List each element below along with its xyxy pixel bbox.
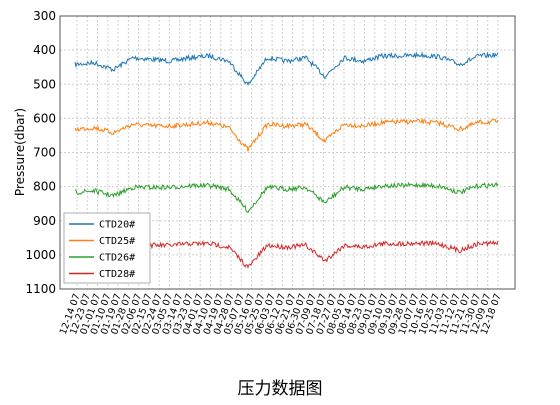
series-line-ctd25 [74, 117, 499, 152]
y-tick-label: 600 [33, 111, 56, 125]
legend-entry: CTD20# [99, 220, 135, 231]
figure-caption: 压力数据图 [237, 379, 323, 399]
legend-entry: CTD28# [99, 269, 135, 280]
legend-entry: CTD25# [99, 236, 135, 247]
series-line-ctd26 [74, 181, 499, 214]
y-tick-label: 1000 [25, 248, 56, 262]
y-tick-label: 800 [33, 180, 56, 194]
y-tick-label: 900 [33, 214, 56, 228]
y-axis-label: Pressure(dbar) [13, 108, 27, 196]
legend-entry: CTD26# [99, 253, 135, 264]
y-tick-labels: 300 400 500 600 700 800 900 1000 1100 [25, 9, 56, 296]
y-tick-label: 700 [33, 146, 56, 160]
y-tick-label: 300 [33, 9, 56, 23]
legend: CTD20# CTD25# CTD26# CTD28# [63, 212, 151, 284]
grid [60, 15, 515, 290]
plot-frame [59, 15, 516, 290]
y-tick-label: 1100 [25, 282, 56, 296]
series-line-ctd20 [74, 51, 499, 87]
y-tick-label: 500 [33, 77, 56, 91]
y-tick-label: 400 [33, 43, 56, 57]
